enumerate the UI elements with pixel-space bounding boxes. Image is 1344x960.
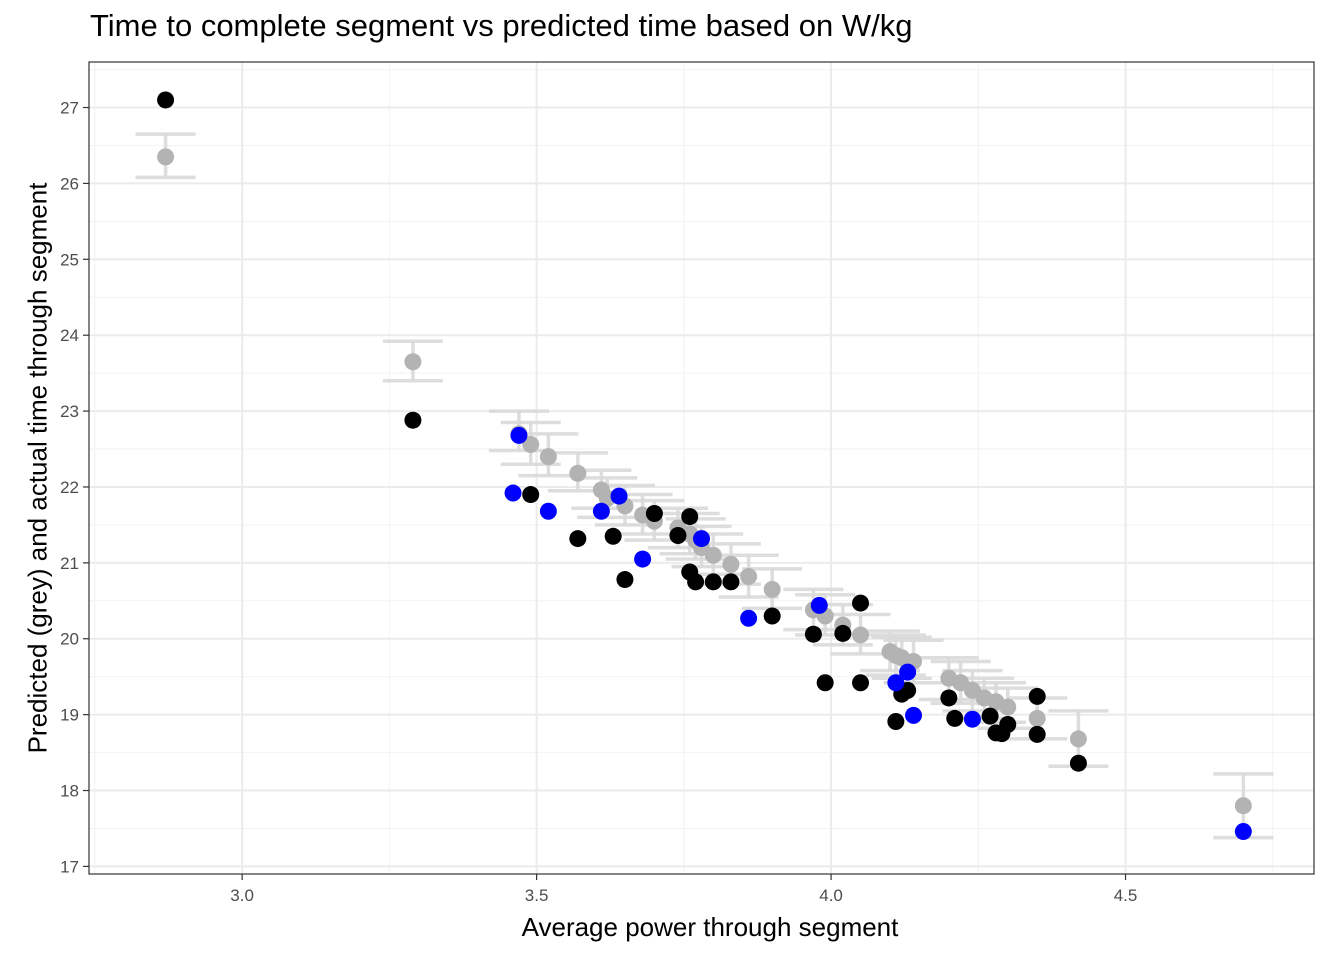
actual-point [1069,754,1087,772]
actual-point [569,530,587,548]
actual-point [763,607,781,625]
actual-point [1028,687,1046,705]
actual-highlight-point [740,609,758,627]
actual-highlight-point [634,550,652,568]
y-tick-label: 20 [60,630,79,649]
actual-point [645,505,663,523]
predicted-point [852,626,870,644]
actual-highlight-point [905,706,923,724]
y-tick-label: 25 [60,250,79,269]
predicted-point [1234,797,1252,815]
y-tick-label: 21 [60,554,79,573]
y-tick-label: 17 [60,857,79,876]
predicted-point [522,435,540,453]
x-axis-label: Average power through segment [521,912,899,942]
y-tick-label: 24 [60,326,79,345]
predicted-point [763,580,781,598]
predicted-point [1069,730,1087,748]
actual-highlight-point [810,596,828,614]
actual-point [999,716,1017,734]
actual-highlight-point [887,674,905,692]
actual-point [404,411,422,429]
actual-highlight-point [592,502,610,520]
chart-title: Time to complete segment vs predicted ti… [90,8,913,43]
actual-point [681,508,699,526]
x-tick-label: 4.0 [819,886,843,905]
actual-point [834,624,852,642]
predicted-point [704,546,722,564]
plot-panel-border [88,61,1315,875]
actual-point [816,674,834,692]
actual-highlight-point [510,426,528,444]
actual-point [946,709,964,727]
predicted-point [722,555,740,573]
actual-point [604,527,622,545]
predicted-point [1028,709,1046,727]
x-tick-label: 3.0 [230,886,254,905]
actual-point [981,707,999,725]
x-tick-label: 4.5 [1114,886,1138,905]
y-tick-label: 22 [60,478,79,497]
predicted-point [569,464,587,482]
actual-point [722,573,740,591]
actual-point [157,91,175,109]
predicted-point [157,148,175,166]
y-axis-label: Predicted (grey) and actual time through… [22,182,53,754]
y-tick-label: 19 [60,706,79,725]
actual-highlight-point [539,502,557,520]
actual-point [522,486,540,504]
actual-point [704,573,722,591]
actual-highlight-point [610,487,628,505]
actual-point [940,689,958,707]
actual-highlight-point [899,663,917,681]
y-tick-label: 26 [60,174,79,193]
actual-highlight-point [963,710,981,728]
predicted-point [539,448,557,466]
y-tick-label: 27 [60,99,79,118]
actual-highlight-point [693,530,710,548]
axes: 3.0 3.5 4.0 4.5 17 18 19 20 21 22 23 24 25 26 27 [60,99,1137,905]
y-tick-label: 18 [60,782,79,801]
actual-point [852,674,870,692]
y-tick-label: 23 [60,402,79,421]
actual-point [852,594,870,612]
plot-panel [89,62,1314,874]
actual-point [887,712,905,730]
actual-points [157,91,1252,841]
predicted-point [740,568,758,586]
actual-point [669,527,687,545]
actual-point [616,571,634,589]
actual-point [1028,725,1046,743]
actual-highlight-point [504,484,522,502]
actual-point [687,573,705,591]
x-tick-label: 3.5 [525,886,549,905]
actual-highlight-point [1234,823,1252,841]
predicted-point [999,698,1017,716]
actual-point [804,625,822,643]
predicted-point [404,353,422,371]
